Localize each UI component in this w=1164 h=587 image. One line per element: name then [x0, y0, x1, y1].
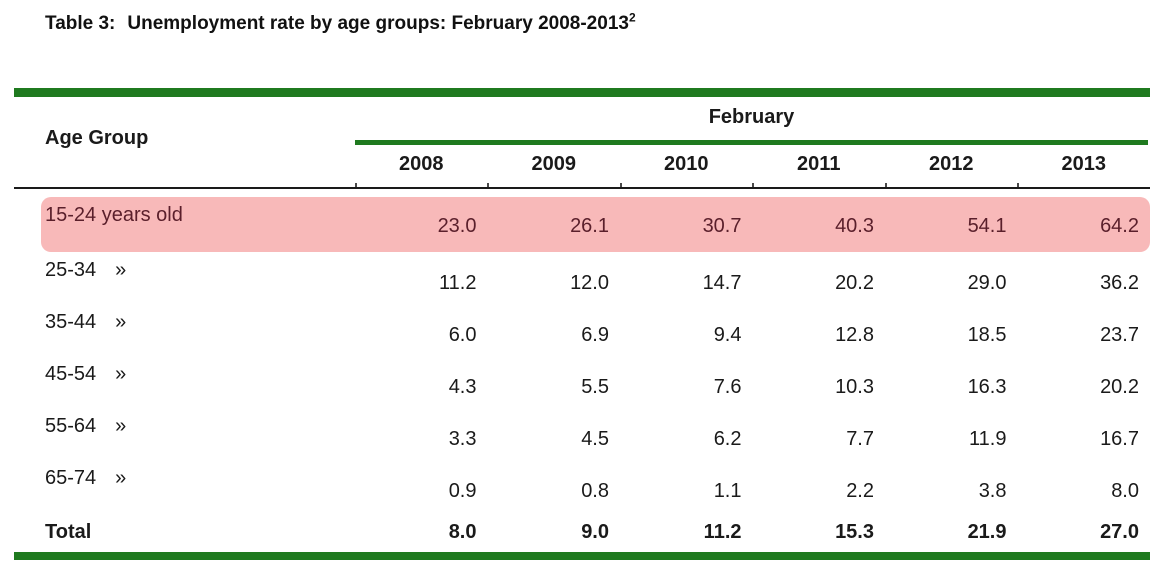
table-row-55-64: 55-64» 3.3 4.5 6.2 7.7 11.9 16.7	[14, 408, 1150, 460]
value-cell: 29.0	[967, 272, 1007, 294]
value-cell: 23.7	[1100, 324, 1139, 346]
value-cell: 21.9	[967, 521, 1007, 543]
value-cell: 27.0	[1100, 521, 1139, 543]
table-row-45-54: 45-54» 4.3 5.5 7.6 10.3 16.3 20.2	[14, 356, 1150, 408]
value-cell: 11.9	[969, 428, 1007, 450]
value-cell: 54.1	[967, 215, 1007, 237]
row-highlight-marker	[41, 197, 1150, 252]
row-label: 55-64»	[45, 415, 127, 437]
row-label: 15-24 years old	[45, 204, 183, 226]
value-cell: 16.3	[967, 376, 1007, 398]
value-cell: 20.2	[835, 272, 874, 294]
value-cell: 20.2	[1100, 376, 1139, 398]
column-tick	[752, 183, 754, 187]
value-cell: 2.2	[846, 480, 874, 502]
value-cell: 11.2	[703, 521, 742, 543]
value-cell: 64.2	[1100, 215, 1139, 237]
value-cell: 3.8	[978, 480, 1007, 502]
february-group-header: February	[708, 106, 795, 128]
footnote-marker: 2	[628, 10, 636, 25]
ditto-mark: »	[115, 259, 127, 281]
column-tick	[885, 183, 887, 187]
value-cell: 12.0	[570, 272, 609, 294]
value-cell: 23.0	[437, 215, 477, 237]
ditto-mark: »	[115, 467, 127, 489]
value-cell: 8.0	[1111, 480, 1139, 502]
table-title: Table 3: Unemployment rate by age groups:…	[45, 10, 636, 35]
value-cell: 6.0	[448, 324, 477, 346]
ditto-mark: »	[115, 363, 127, 385]
year-header: 2011	[797, 153, 841, 175]
table-title-text: Unemployment rate by age groups: Februar…	[127, 13, 629, 34]
value-cell: 12.8	[835, 324, 874, 346]
table-row-65-74: 65-74» 0.9 0.8 1.1 2.2 3.8 8.0	[14, 460, 1150, 512]
row-label: 25-34»	[45, 259, 127, 281]
table-row-35-44: 35-44» 6.0 6.9 9.4 12.8 18.5 23.7	[14, 304, 1150, 356]
value-cell: 3.3	[448, 428, 477, 450]
year-header: 2012	[929, 153, 974, 175]
value-cell: 1.1	[713, 480, 742, 502]
value-cell: 0.8	[581, 480, 609, 502]
value-cell: 15.3	[835, 521, 874, 543]
table-top-rule	[14, 88, 1150, 97]
year-header: 2013	[1061, 153, 1107, 175]
value-cell: 4.5	[581, 428, 609, 450]
value-cell: 8.0	[448, 521, 477, 543]
table-number: Table 3:	[45, 13, 116, 34]
value-cell: 26.1	[570, 215, 609, 237]
february-underline-rule	[355, 140, 1148, 145]
row-label: Total	[45, 521, 92, 543]
table-row-15-24: 15-24 years old 23.0 26.1 30.7 40.3 54.1…	[14, 197, 1150, 252]
value-cell: 40.3	[835, 215, 874, 237]
value-cell: 16.7	[1100, 428, 1139, 450]
value-cell: 36.2	[1100, 272, 1139, 294]
year-header: 2008	[399, 153, 444, 175]
year-header-row: 2008 2009 2010 2011 2012 2013	[355, 153, 1150, 176]
table-bottom-rule	[14, 552, 1150, 560]
ditto-mark: »	[115, 415, 127, 437]
age-group-column-header: Age Group	[45, 127, 149, 149]
ditto-mark: »	[115, 311, 127, 333]
row-label: 65-74»	[45, 467, 127, 489]
table-row-total: Total 8.0 9.0 11.2 15.3 21.9 27.0	[14, 512, 1150, 552]
value-cell: 0.9	[448, 480, 477, 502]
table-body: 15-24 years old 23.0 26.1 30.7 40.3 54.1…	[14, 197, 1150, 552]
value-cell: 6.2	[713, 428, 742, 450]
year-header: 2009	[531, 153, 577, 175]
row-label: 45-54»	[45, 363, 127, 385]
value-cell: 6.9	[581, 324, 609, 346]
year-header: 2010	[664, 153, 709, 175]
value-cell: 9.4	[713, 324, 742, 346]
value-cell: 7.7	[846, 428, 874, 450]
value-cell: 18.5	[967, 324, 1007, 346]
value-cell: 11.2	[439, 272, 477, 294]
value-cell: 10.3	[835, 376, 874, 398]
value-cell: 5.5	[581, 376, 609, 398]
value-cell: 30.7	[702, 215, 742, 237]
value-cell: 7.6	[713, 376, 742, 398]
table-row-25-34: 25-34» 11.2 12.0 14.7 20.2 29.0 36.2	[14, 252, 1150, 304]
value-cell: 14.7	[702, 272, 742, 294]
header-separator-rule	[14, 187, 1150, 189]
column-tick	[1017, 183, 1019, 187]
column-tick	[620, 183, 622, 187]
column-tick	[355, 183, 357, 187]
value-cell: 9.0	[581, 521, 609, 543]
column-tick	[487, 183, 489, 187]
row-label: 35-44»	[45, 311, 127, 333]
value-cell: 4.3	[448, 376, 477, 398]
